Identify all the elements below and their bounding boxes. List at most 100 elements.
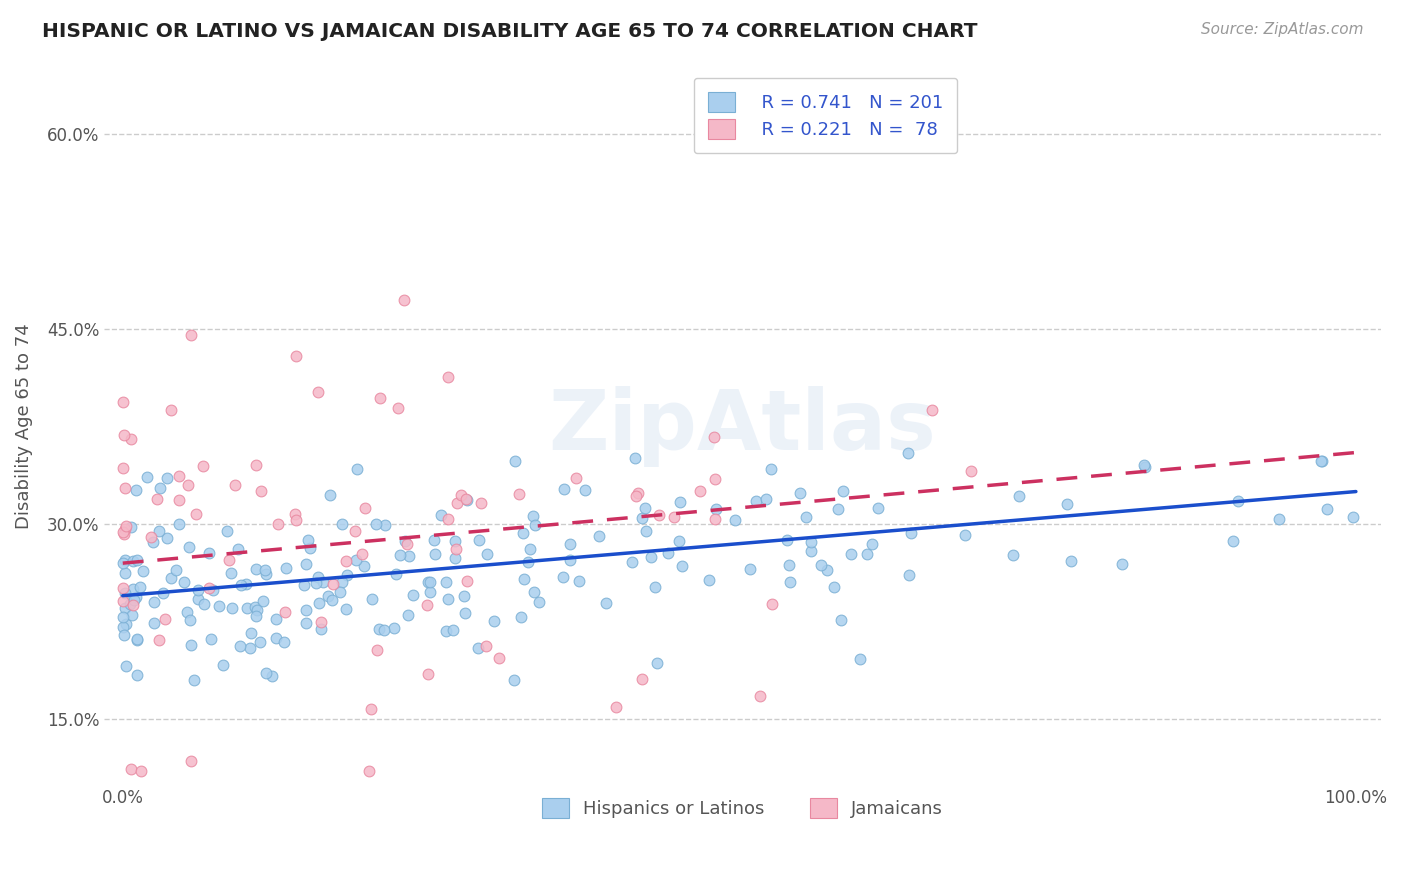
Point [273,635,295,649]
Point [396,608,419,623]
Point [418,575,440,590]
Point [1132,458,1154,472]
Point [114,481,136,495]
Point [644,580,666,594]
Point [307,570,329,584]
Point [115,519,138,533]
Point [114,522,136,536]
Point [111,582,134,596]
Point [309,622,332,636]
Point [149,482,172,496]
Point [503,673,526,688]
Point [800,543,823,558]
Point [568,574,591,588]
Point [165,563,187,577]
Point [219,566,242,581]
Point [745,493,768,508]
Point [329,584,352,599]
Point [605,699,627,714]
Point [624,451,647,466]
Point [551,569,574,583]
Point [305,576,328,591]
Point [796,509,818,524]
Point [148,633,170,648]
Point [595,596,617,610]
Point [778,558,800,573]
Point [318,589,340,603]
Point [419,584,441,599]
Point [484,614,506,628]
Point [467,641,489,656]
Point [307,384,329,399]
Point [382,621,405,635]
Point [523,584,546,599]
Point [398,549,420,564]
Point [1111,557,1133,571]
Point [132,564,155,578]
Point [155,612,177,626]
Point [503,454,526,468]
Point [360,702,382,716]
Point [640,550,662,565]
Point [187,582,209,597]
Y-axis label: Disability Age 65 to 74: Disability Age 65 to 74 [15,324,32,529]
Point [115,617,138,632]
Point [668,533,690,548]
Point [454,491,477,506]
Legend: Hispanics or Latinos, Jamaicans: Hispanics or Latinos, Jamaicans [534,791,950,825]
Point [831,483,853,498]
Point [443,533,465,548]
Point [125,590,148,604]
Point [671,558,693,573]
Point [321,592,343,607]
Point [176,478,198,492]
Point [180,328,202,343]
Point [529,594,551,608]
Point [574,483,596,497]
Point [468,533,491,548]
Point [254,563,277,577]
Point [143,615,166,630]
Point [335,601,357,615]
Point [703,429,725,443]
Point [309,615,332,629]
Point [125,632,148,646]
Point [120,762,142,776]
Point [245,608,267,623]
Point [724,513,747,527]
Point [111,620,134,634]
Point [516,555,538,569]
Point [1060,553,1083,567]
Point [294,603,316,617]
Point [284,513,307,527]
Point [565,471,588,485]
Point [295,615,318,630]
Point [1008,489,1031,503]
Point [299,541,322,555]
Point [800,534,823,549]
Point [959,465,981,479]
Point [112,628,135,642]
Point [368,392,391,406]
Point [264,631,287,645]
Point [755,492,778,507]
Point [856,548,879,562]
Point [823,580,845,594]
Point [860,537,883,551]
Point [284,349,307,363]
Point [1316,502,1339,516]
Point [522,509,544,524]
Point [193,597,215,611]
Point [631,673,654,687]
Point [229,578,252,592]
Point [387,401,409,416]
Point [202,582,225,597]
Point [394,533,416,548]
Point [456,574,478,588]
Point [193,458,215,473]
Point [761,597,783,611]
Point [789,486,811,500]
Point [395,537,418,551]
Point [121,554,143,568]
Text: ZipAtlas: ZipAtlas [548,386,936,467]
